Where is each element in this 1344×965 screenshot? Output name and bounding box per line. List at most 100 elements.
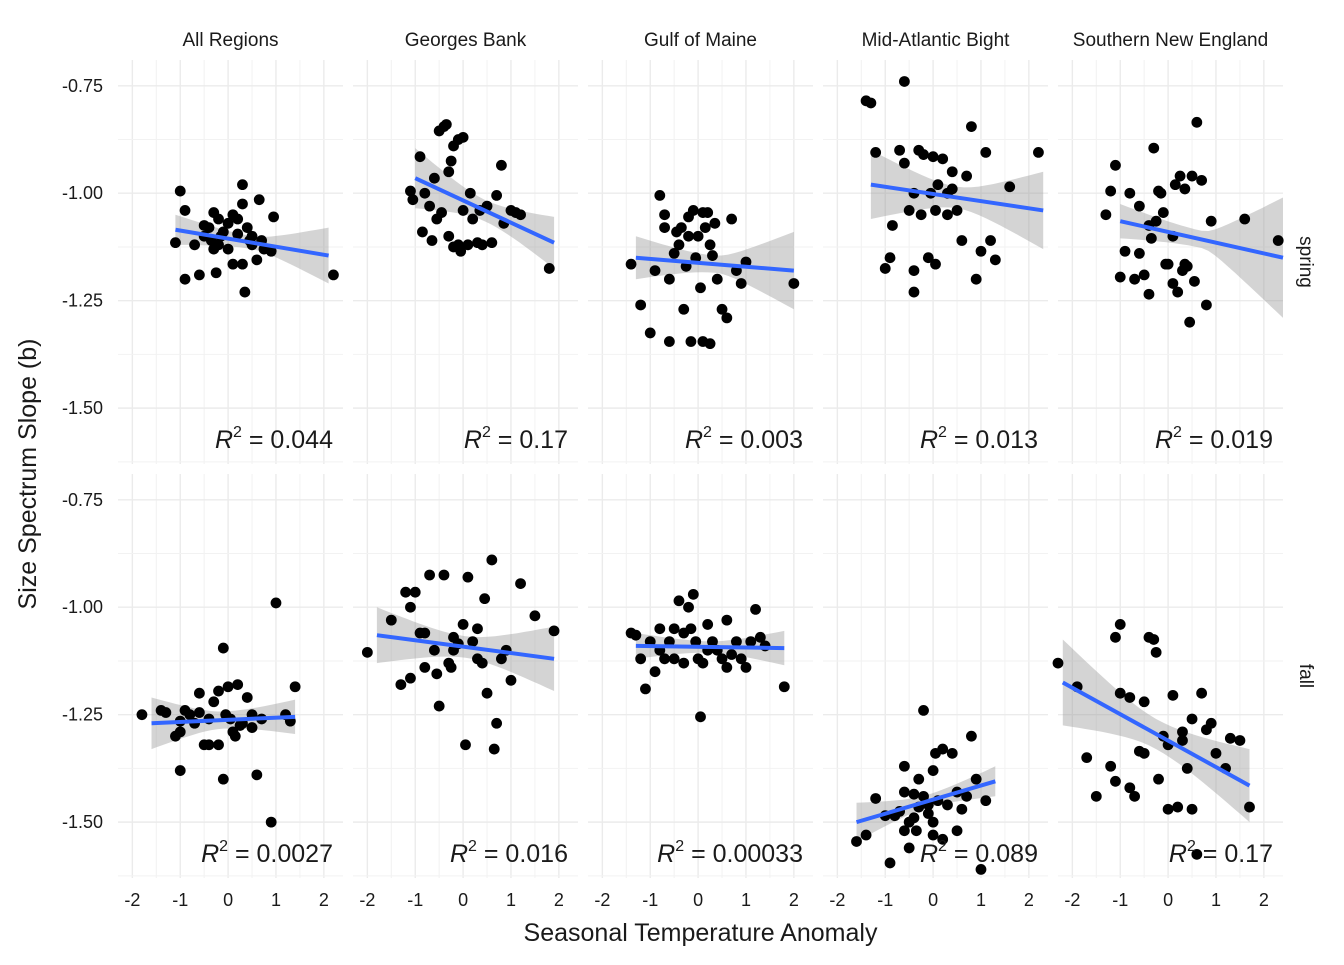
regression-line (1061, 680, 1251, 788)
data-point (136, 709, 148, 721)
data-point (918, 790, 929, 802)
data-point (721, 312, 733, 324)
data-point (865, 97, 877, 109)
data-point (208, 207, 220, 218)
data-point (635, 653, 647, 665)
data-point (1100, 209, 1112, 221)
r-squared-label: R2 = 0.013 (920, 424, 1038, 454)
regression-line (414, 176, 555, 245)
data-point (491, 717, 503, 729)
data-point (707, 636, 718, 648)
data-point (1177, 735, 1188, 746)
data-point (673, 239, 685, 251)
data-point (481, 687, 493, 699)
data-point (1189, 275, 1200, 287)
data-point (685, 336, 697, 347)
data-point (222, 217, 234, 229)
data-point (668, 248, 680, 259)
data-point (788, 278, 800, 289)
data-point (966, 121, 977, 133)
data-point (1205, 215, 1217, 227)
data-point (922, 252, 934, 264)
data-point (409, 586, 421, 598)
data-point (695, 711, 706, 723)
data-point (702, 207, 714, 218)
data-point (1124, 782, 1136, 794)
data-point (1110, 631, 1121, 643)
x-tick-label: 2 (554, 890, 564, 910)
r-squared-label: R2 = 0.044 (215, 424, 333, 454)
data-point (241, 692, 253, 703)
data-point (937, 153, 949, 165)
data-point (1244, 801, 1255, 813)
data-point (1239, 213, 1251, 225)
x-tick-label: 0 (458, 890, 468, 910)
data-point (1105, 185, 1117, 197)
regression-line (151, 714, 296, 726)
data-point (445, 662, 457, 673)
data-point (1143, 288, 1155, 300)
data-point (898, 76, 910, 87)
data-point (731, 636, 742, 648)
data-point (711, 273, 723, 285)
data-point (361, 646, 373, 658)
data-point (913, 773, 925, 785)
data-point (417, 226, 428, 238)
data-point (1052, 657, 1064, 669)
data-point (961, 790, 973, 802)
data-point (659, 653, 670, 665)
data-point (414, 151, 426, 163)
x-tick-label: -1 (172, 890, 188, 910)
data-point (980, 147, 992, 158)
data-point (726, 213, 738, 225)
data-point (975, 245, 987, 257)
data-point (1124, 187, 1136, 199)
data-point (673, 595, 685, 607)
confidence-ribbon (1120, 197, 1283, 318)
data-point (1150, 646, 1162, 658)
data-point (193, 687, 205, 699)
data-point (690, 636, 702, 648)
data-point (908, 788, 920, 800)
regression-line (855, 779, 996, 825)
data-point (289, 681, 301, 693)
data-point (951, 825, 963, 837)
data-point (915, 209, 927, 221)
data-point (1210, 747, 1222, 759)
facet-column-label: Gulf of Maine (644, 30, 757, 51)
data-point (980, 795, 992, 807)
data-point (930, 205, 941, 216)
data-point (951, 205, 963, 216)
data-point (424, 569, 435, 581)
data-point (685, 623, 697, 635)
data-point (942, 799, 953, 811)
data-point (515, 578, 526, 589)
data-point (687, 588, 699, 600)
data-point (930, 258, 941, 270)
data-point (265, 245, 277, 257)
data-point (663, 273, 675, 285)
data-point (908, 265, 920, 276)
data-point (927, 816, 939, 828)
data-point (251, 254, 263, 266)
y-tick-label: -1.50 (62, 398, 103, 418)
y-axis-title: Size Spectrum Slope (b) (14, 339, 42, 610)
data-point (740, 662, 752, 673)
data-point (1153, 773, 1164, 785)
data-point (457, 619, 469, 630)
data-point (479, 593, 491, 605)
data-point (956, 235, 968, 246)
data-point (1167, 278, 1179, 289)
data-point (222, 681, 234, 693)
data-point (721, 662, 733, 673)
data-point (189, 239, 200, 251)
data-point (253, 194, 265, 206)
data-point (1114, 619, 1126, 630)
data-point (448, 241, 459, 253)
data-point (232, 228, 244, 240)
data-point (1167, 689, 1179, 701)
data-point (750, 603, 761, 615)
data-point (213, 739, 224, 751)
